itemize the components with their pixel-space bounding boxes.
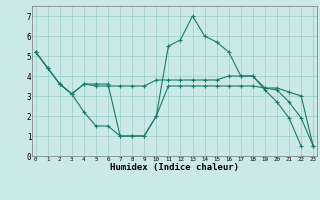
- X-axis label: Humidex (Indice chaleur): Humidex (Indice chaleur): [110, 163, 239, 172]
